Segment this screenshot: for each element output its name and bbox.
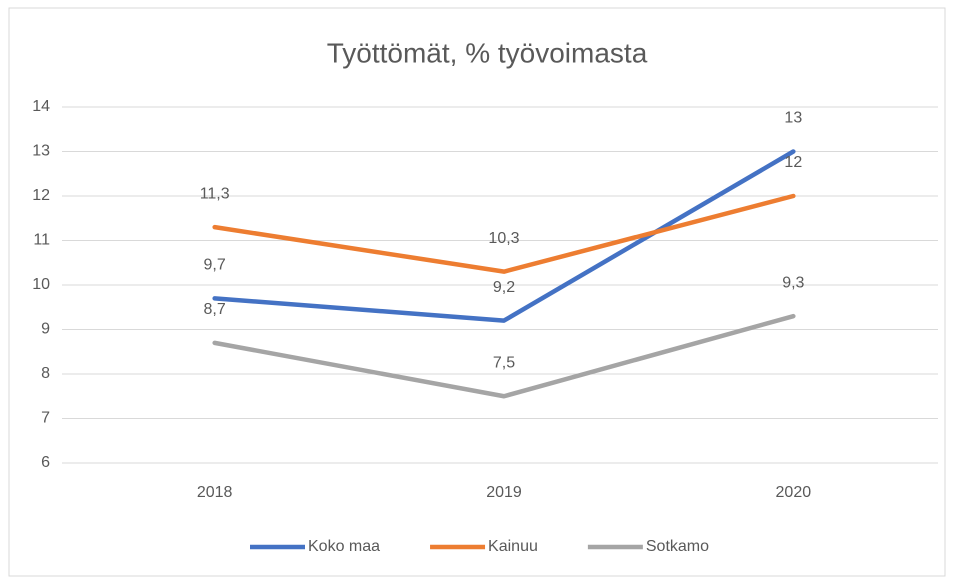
legend-label: Sotkamo bbox=[646, 538, 709, 555]
data-label: 13 bbox=[784, 110, 802, 127]
y-tick-label: 14 bbox=[32, 98, 50, 115]
y-tick-label: 13 bbox=[32, 143, 50, 160]
data-label: 9,3 bbox=[782, 274, 804, 291]
x-tick-label: 2018 bbox=[197, 484, 233, 501]
data-label: 10,3 bbox=[488, 230, 519, 247]
chart-border bbox=[8, 7, 946, 577]
y-tick-label: 6 bbox=[41, 454, 50, 471]
data-label: 12 bbox=[784, 154, 802, 171]
x-tick-label: 2020 bbox=[776, 484, 812, 501]
y-tick-label: 12 bbox=[32, 187, 50, 204]
y-tick-label: 9 bbox=[41, 321, 50, 338]
series-line bbox=[212, 313, 796, 399]
y-tick-label: 10 bbox=[32, 276, 50, 293]
y-tick-label: 7 bbox=[41, 410, 50, 427]
legend-label: Kainuu bbox=[488, 538, 538, 555]
data-label: 9,2 bbox=[493, 279, 515, 296]
data-label: 8,7 bbox=[204, 301, 226, 318]
y-tick-label: 8 bbox=[41, 365, 50, 382]
data-label: 7,5 bbox=[493, 354, 515, 371]
data-label: 9,7 bbox=[204, 257, 226, 274]
legend-label: Koko maa bbox=[308, 538, 380, 555]
series-line bbox=[212, 193, 796, 274]
series-line bbox=[212, 149, 796, 323]
chart-title: Työttömät, % työvoimasta bbox=[327, 37, 648, 68]
x-tick-label: 2019 bbox=[486, 484, 522, 501]
y-tick-label: 11 bbox=[33, 232, 50, 249]
data-label: 11,3 bbox=[200, 185, 230, 202]
